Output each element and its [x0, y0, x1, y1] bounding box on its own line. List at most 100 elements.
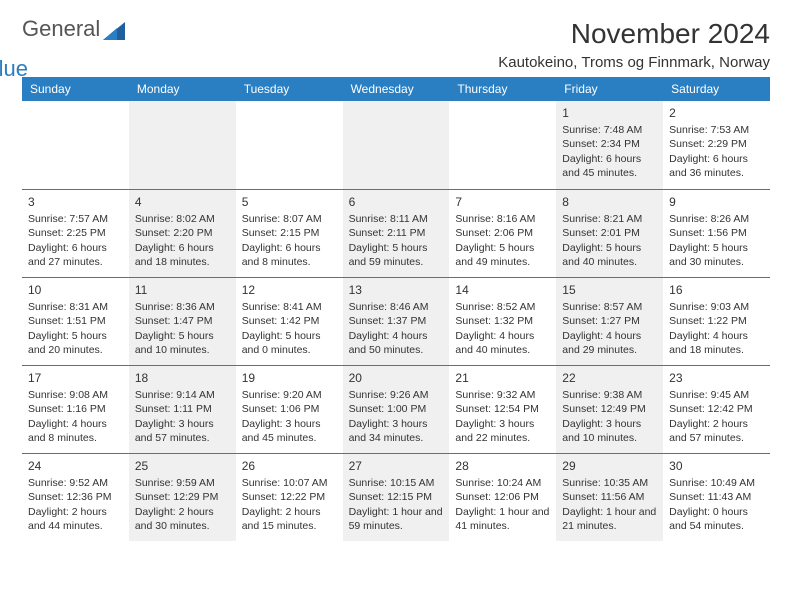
day-daylight: Daylight: 5 hours and 30 minutes. [669, 241, 764, 269]
day-sunset: Sunset: 12:15 PM [349, 490, 444, 504]
day-sunrise: Sunrise: 9:14 AM [135, 388, 230, 402]
day-header-sat: Saturday [663, 77, 770, 101]
day-sunset: Sunset: 1:42 PM [242, 314, 337, 328]
day-cell: 13Sunrise: 8:46 AMSunset: 1:37 PMDayligh… [343, 278, 450, 365]
day-header-fri: Friday [556, 77, 663, 101]
day-number: 8 [562, 194, 657, 210]
day-cell: 6Sunrise: 8:11 AMSunset: 2:11 PMDaylight… [343, 190, 450, 277]
day-cell: 5 Sunrise: 8:07 AMSunset: 2:15 PMDaylight… [236, 190, 343, 277]
day-sunset: Sunset: 12:06 PM [455, 490, 550, 504]
day-daylight: Daylight: 1 hour and 21 minutes. [562, 505, 657, 533]
day-daylight: Daylight: 5 hours and 0 minutes. [242, 329, 337, 357]
day-cell: 4Sunrise: 8:02 AMSunset: 2:20 PMDaylight… [129, 190, 236, 277]
day-number: 22 [562, 370, 657, 386]
day-sunset: Sunset: 1:56 PM [669, 226, 764, 240]
day-cell: 8Sunrise: 8:21 AMSunset: 2:01 PMDaylight… [556, 190, 663, 277]
day-cell: 30Sunrise: 10:49 AMSunset: 11:43 AMDayli… [663, 454, 770, 541]
day-sunset: Sunset: 2:34 PM [562, 137, 657, 151]
day-sunset: Sunset: 11:43 AM [669, 490, 764, 504]
day-number: 2 [669, 105, 764, 121]
day-number: 6 [349, 194, 444, 210]
day-daylight: Daylight: 1 hour and 59 minutes. [349, 505, 444, 533]
day-cell: 18Sunrise: 9:14 AMSunset: 1:11 PMDayligh… [129, 366, 236, 453]
day-sunrise: Sunrise: 8:57 AM [562, 300, 657, 314]
day-sunset: Sunset: 12:54 PM [455, 402, 550, 416]
day-number: 3 [28, 194, 123, 210]
day-daylight: Daylight: 5 hours and 10 minutes. [135, 329, 230, 357]
day-number: 20 [349, 370, 444, 386]
day-number: 17 [28, 370, 123, 386]
day-cell: 16Sunrise: 9:03 AMSunset: 1:22 PMDayligh… [663, 278, 770, 365]
day-cell [449, 101, 556, 189]
logo: General Blue [22, 18, 127, 62]
logo-text-blue: Blue [0, 58, 89, 80]
day-sunset: Sunset: 12:42 PM [669, 402, 764, 416]
day-cell: 10Sunrise: 8:31 AMSunset: 1:51 PMDayligh… [22, 278, 129, 365]
day-daylight: Daylight: 5 hours and 59 minutes. [349, 241, 444, 269]
day-sunrise: Sunrise: 8:36 AM [135, 300, 230, 314]
day-number: 11 [135, 282, 230, 298]
day-number: 18 [135, 370, 230, 386]
day-sunset: Sunset: 1:27 PM [562, 314, 657, 328]
day-cell: 17 Sunrise: 9:08 AMSunset: 1:16 PMDayligh… [22, 366, 129, 453]
day-sunrise: Sunrise: 9:08 AM [28, 388, 123, 402]
day-cell: 11Sunrise: 8:36 AMSunset: 1:47 PMDayligh… [129, 278, 236, 365]
day-daylight: Daylight: 3 hours and 45 minutes. [242, 417, 337, 445]
day-cell: 9Sunrise: 8:26 AMSunset: 1:56 PMDaylight… [663, 190, 770, 277]
day-sunset: Sunset: 2:15 PM [242, 226, 337, 240]
day-cell: 15 Sunrise: 8:57 AMSunset: 1:27 PMDayligh… [556, 278, 663, 365]
day-number: 12 [242, 282, 337, 298]
day-sunrise: Sunrise: 8:52 AM [455, 300, 550, 314]
week-row: 1Sunrise: 7:48 AMSunset: 2:34 PMDaylight… [22, 101, 770, 189]
day-header-thu: Thursday [449, 77, 556, 101]
day-daylight: Daylight: 3 hours and 34 minutes. [349, 417, 444, 445]
day-sunrise: Sunrise: 10:35 AM [562, 476, 657, 490]
day-daylight: Daylight: 6 hours and 36 minutes. [669, 152, 764, 180]
day-daylight: Daylight: 2 hours and 57 minutes. [669, 417, 764, 445]
day-daylight: Daylight: 6 hours and 45 minutes. [562, 152, 657, 180]
day-sunrise: Sunrise: 10:49 AM [669, 476, 764, 490]
week-row: 3Sunrise: 7:57 AMSunset: 2:25 PMDaylight… [22, 189, 770, 277]
day-daylight: Daylight: 4 hours and 29 minutes. [562, 329, 657, 357]
day-cell: 12 Sunrise: 8:41 AMSunset: 1:42 PMDayligh… [236, 278, 343, 365]
day-sunset: Sunset: 2:11 PM [349, 226, 444, 240]
day-number: 5 [242, 194, 337, 210]
day-sunset: Sunset: 1:32 PM [455, 314, 550, 328]
day-number: 27 [349, 458, 444, 474]
day-daylight: Daylight: 6 hours and 8 minutes. [242, 241, 337, 269]
day-cell: 19Sunrise: 9:20 AMSunset: 1:06 PMDayligh… [236, 366, 343, 453]
day-daylight: Daylight: 4 hours and 8 minutes. [28, 417, 123, 445]
day-sunrise: Sunrise: 10:24 AM [455, 476, 550, 490]
day-daylight: Daylight: 4 hours and 40 minutes. [455, 329, 550, 357]
day-sunrise: Sunrise: 9:03 AM [669, 300, 764, 314]
day-sunrise: Sunrise: 8:16 AM [455, 212, 550, 226]
day-sunrise: Sunrise: 7:53 AM [669, 123, 764, 137]
day-daylight: Daylight: 5 hours and 20 minutes. [28, 329, 123, 357]
day-cell: 26Sunrise: 10:07 AMSunset: 12:22 PMDayli… [236, 454, 343, 541]
logo-text-general: General [22, 16, 100, 41]
day-number: 1 [562, 105, 657, 121]
header: General Blue November 2024 Kautokeino, T… [22, 18, 770, 71]
day-daylight: Daylight: 4 hours and 18 minutes. [669, 329, 764, 357]
day-number: 30 [669, 458, 764, 474]
day-sunset: Sunset: 2:06 PM [455, 226, 550, 240]
day-sunrise: Sunrise: 8:07 AM [242, 212, 337, 226]
day-daylight: Daylight: 5 hours and 40 minutes. [562, 241, 657, 269]
day-sunset: Sunset: 12:49 PM [562, 402, 657, 416]
day-sunrise: Sunrise: 8:41 AM [242, 300, 337, 314]
day-header-sun: Sunday [22, 77, 129, 101]
day-daylight: Daylight: 6 hours and 18 minutes. [135, 241, 230, 269]
day-cell [22, 101, 129, 189]
calendar: Sunday Monday Tuesday Wednesday Thursday… [22, 77, 770, 541]
day-daylight: Daylight: 3 hours and 10 minutes. [562, 417, 657, 445]
day-daylight: Daylight: 2 hours and 15 minutes. [242, 505, 337, 533]
day-sunrise: Sunrise: 8:21 AM [562, 212, 657, 226]
day-number: 15 [562, 282, 657, 298]
day-sunrise: Sunrise: 9:26 AM [349, 388, 444, 402]
day-sunrise: Sunrise: 8:02 AM [135, 212, 230, 226]
day-sunrise: Sunrise: 10:15 AM [349, 476, 444, 490]
day-cell: 28Sunrise: 10:24 AMSunset: 12:06 PMDayli… [449, 454, 556, 541]
day-number: 14 [455, 282, 550, 298]
day-cell: 27 Sunrise: 10:15 AMSunset: 12:15 PMDayli… [343, 454, 450, 541]
day-sunset: Sunset: 1:16 PM [28, 402, 123, 416]
